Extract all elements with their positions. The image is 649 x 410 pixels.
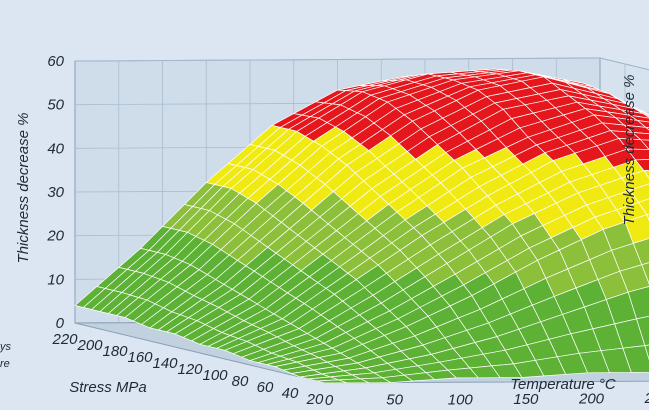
x-tick: 250 xyxy=(644,390,649,407)
y-tick: 180 xyxy=(102,343,128,360)
x-tick: 150 xyxy=(513,391,539,408)
z-tick-left: 40 xyxy=(47,140,64,157)
y-tick: 80 xyxy=(232,373,249,390)
z-tick-left: 30 xyxy=(47,184,64,201)
y-tick: 100 xyxy=(202,367,228,384)
y-tick: 220 xyxy=(51,331,78,348)
z-tick-left: 50 xyxy=(47,97,64,114)
y-tick: 200 xyxy=(76,337,103,354)
z-tick-left: 60 xyxy=(47,53,64,70)
left-edge-text-2: re xyxy=(0,358,10,370)
y-tick: 20 xyxy=(306,391,324,408)
y-tick: 160 xyxy=(127,349,153,366)
y-axis-title: Stress MPa xyxy=(69,379,147,396)
surface-cell-0-0 xyxy=(316,379,348,384)
surface-mesh xyxy=(74,68,649,384)
z-axis-title-left: Thickness decrease % xyxy=(15,113,32,264)
z-tick-left: 0 xyxy=(56,315,65,332)
x-tick: 100 xyxy=(448,391,474,408)
y-tick: 40 xyxy=(282,385,299,402)
z-tick-left: 10 xyxy=(47,271,64,288)
x-tick: 50 xyxy=(386,392,403,409)
y-tick: 120 xyxy=(177,361,203,378)
x-tick: 0 xyxy=(325,392,334,409)
left-edge-text-1: ys xyxy=(0,341,12,353)
x-tick: 200 xyxy=(578,391,605,408)
z-tick-left: 20 xyxy=(46,228,64,245)
x-axis-title: Temperature °C xyxy=(510,376,616,393)
z-axis-title-right: Thickness decrease % xyxy=(621,75,638,226)
y-tick: 60 xyxy=(257,379,274,396)
tick-labels: 0010102020303040405050606020406080100120… xyxy=(46,53,649,409)
y-tick: 140 xyxy=(152,355,178,372)
